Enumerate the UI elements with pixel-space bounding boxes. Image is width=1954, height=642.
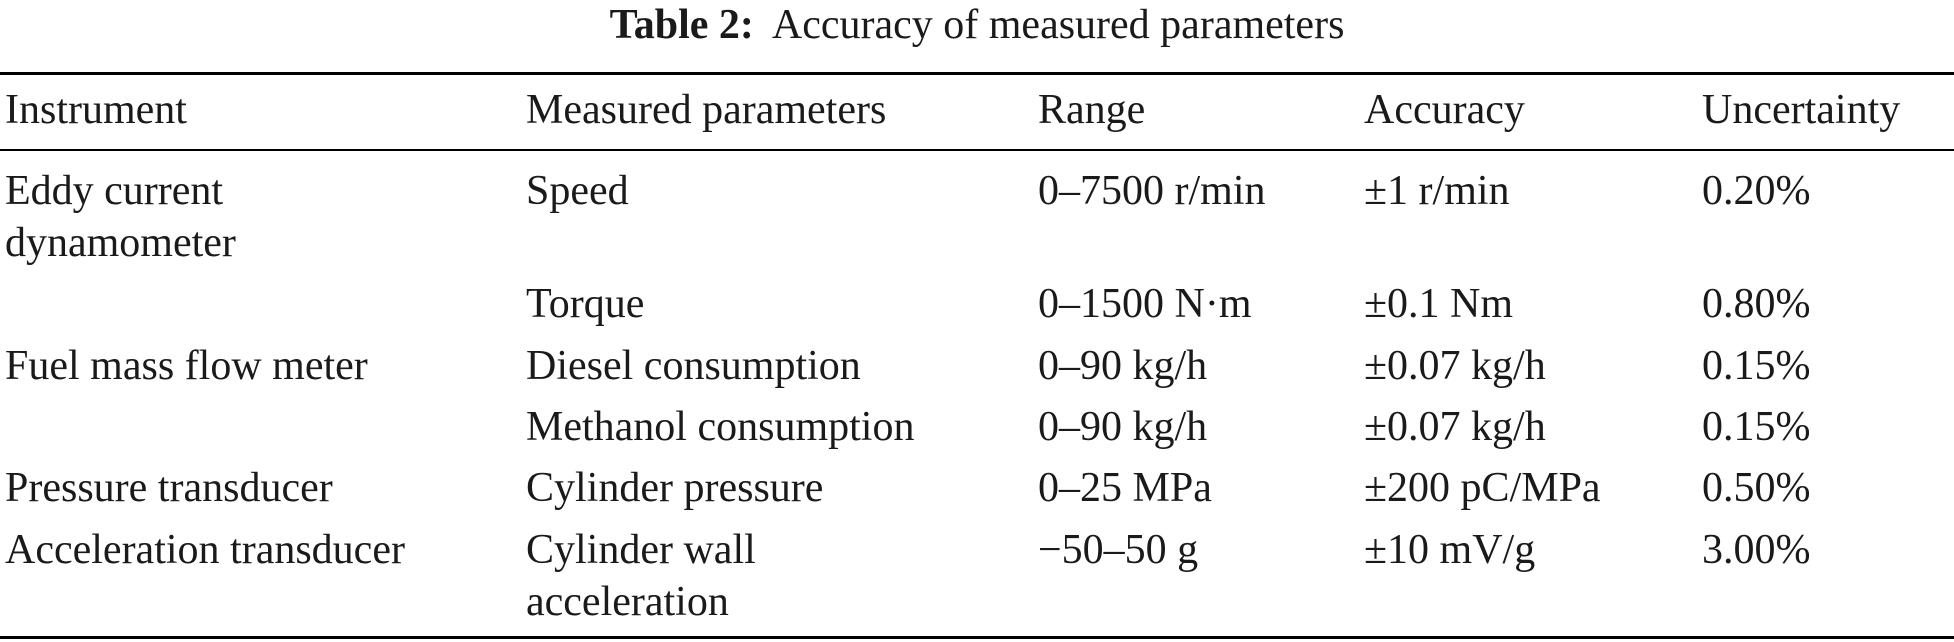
cell-parameter: Methanol consumption	[526, 404, 915, 450]
cell-uncertainty: 3.00%	[1702, 527, 1811, 573]
cell-range: −50–50 g	[1038, 527, 1199, 573]
cell-uncertainty: 0.15%	[1702, 404, 1811, 450]
cell-range: 0–90 kg/h	[1038, 404, 1208, 450]
cell-parameter: Torque	[526, 281, 645, 327]
column-header-range: Range	[1038, 87, 1146, 133]
table-caption: Table 2: Accuracy of measured parameters	[0, 0, 1954, 60]
cell-accuracy: ±0.07 kg/h	[1364, 404, 1546, 450]
cell-instrument: Pressure transducer	[5, 465, 333, 511]
cell-instrument: Acceleration transducer	[5, 527, 405, 573]
cell-range: 0–1500 N·m	[1038, 281, 1252, 327]
cell-uncertainty: 0.50%	[1702, 465, 1811, 511]
cell-parameter: Diesel consumption	[526, 343, 861, 389]
cell-uncertainty: 0.20%	[1702, 168, 1811, 214]
cell-accuracy: ±10 mV/g	[1364, 527, 1536, 573]
cell-range: 0–90 kg/h	[1038, 343, 1208, 389]
cell-accuracy: ±0.1 Nm	[1364, 281, 1514, 327]
cell-parameter: Cylinder pressure	[526, 465, 824, 511]
column-header-accuracy: Accuracy	[1364, 87, 1525, 133]
cell-parameter: Cylinder wall acceleration	[526, 527, 756, 625]
cell-range: 0–7500 r/min	[1038, 168, 1266, 214]
cell-uncertainty: 0.15%	[1702, 343, 1811, 389]
cell-accuracy: ±200 pC/MPa	[1364, 465, 1601, 511]
column-header-instrument: Instrument	[5, 87, 187, 133]
cell-instrument: Fuel mass flow meter	[5, 343, 368, 389]
caption-title: Accuracy of measured parameters	[771, 2, 1345, 48]
cell-uncertainty: 0.80%	[1702, 281, 1811, 327]
table-header: Instrument Measured parameters Range Acc…	[0, 84, 1954, 140]
cell-accuracy: ±1 r/min	[1364, 168, 1510, 214]
cell-instrument: Eddy current dynamometer	[5, 168, 236, 266]
caption-label: Table 2:	[609, 2, 754, 48]
bottom-rule	[0, 636, 1954, 639]
header-rule	[0, 149, 1954, 151]
cell-parameter: Speed	[526, 168, 629, 214]
cell-range: 0–25 MPa	[1038, 465, 1212, 511]
column-header-measured-parameters: Measured parameters	[526, 87, 887, 133]
cell-accuracy: ±0.07 kg/h	[1364, 343, 1546, 389]
column-header-uncertainty: Uncertainty	[1702, 87, 1901, 133]
top-rule	[0, 72, 1954, 75]
